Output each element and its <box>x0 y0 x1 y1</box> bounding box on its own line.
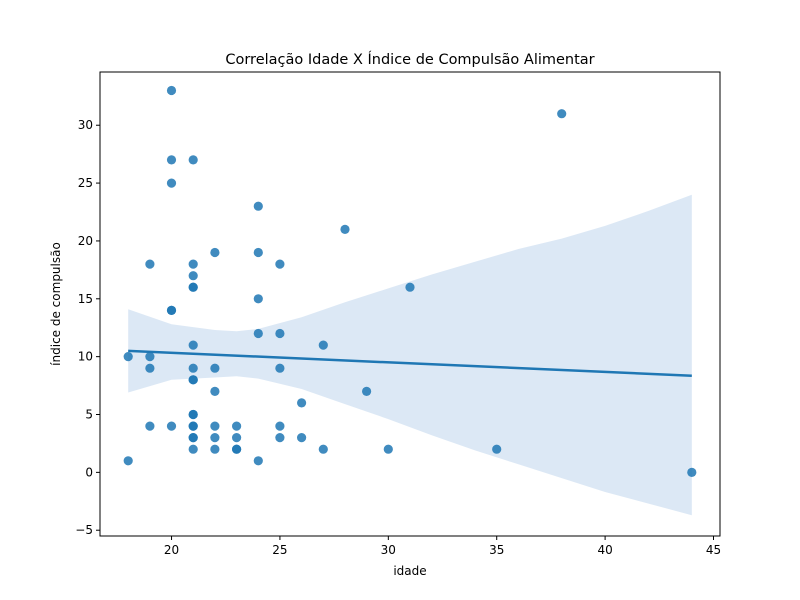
y-tick-label: 10 <box>78 350 93 364</box>
data-point <box>123 456 133 466</box>
y-tick-label: 15 <box>78 292 93 306</box>
y-tick-label: 5 <box>85 408 93 422</box>
data-point <box>253 294 263 304</box>
y-tick-label: 25 <box>78 176 93 190</box>
data-point <box>253 201 263 211</box>
data-point <box>166 305 177 315</box>
data-point <box>297 398 307 408</box>
regression-line <box>128 349 692 377</box>
data-point <box>188 444 198 454</box>
plot-frame <box>99 71 721 537</box>
data-point <box>275 421 285 431</box>
data-point <box>253 328 263 339</box>
x-tick-label: 40 <box>597 543 612 557</box>
data-point <box>188 282 198 292</box>
y-axis-label: índice de compulsão <box>49 242 63 366</box>
x-tick-label: 45 <box>706 543 721 557</box>
x-axis-label: idade <box>393 564 426 578</box>
data-point <box>318 444 328 454</box>
data-point <box>557 109 567 119</box>
data-point <box>492 444 502 454</box>
data-point <box>188 409 198 420</box>
data-point <box>210 433 220 443</box>
data-point <box>210 386 220 396</box>
data-point <box>275 363 285 373</box>
data-point <box>210 363 220 373</box>
y-axis-ticks: −5 0 5 10 15 20 25 30 <box>75 118 100 537</box>
data-point <box>166 421 177 431</box>
data-point <box>166 85 177 96</box>
confidence-band-layer <box>128 194 692 516</box>
data-point <box>232 444 242 454</box>
y-tick-label: 30 <box>78 118 93 132</box>
data-point <box>188 155 198 165</box>
y-tick-label: 20 <box>78 234 93 248</box>
data-point <box>188 340 198 350</box>
data-point <box>340 224 350 234</box>
data-point <box>232 421 242 431</box>
x-tick-label: 20 <box>164 543 179 557</box>
chart-title: Correlação Idade X Índice de Compulsão A… <box>225 51 594 68</box>
data-point <box>188 271 198 281</box>
data-point <box>188 363 198 373</box>
data-point <box>188 375 198 385</box>
data-point <box>166 178 177 188</box>
x-tick-label: 35 <box>489 543 504 557</box>
data-point <box>188 259 198 269</box>
data-point <box>232 433 242 443</box>
data-point <box>297 433 307 443</box>
data-point <box>383 444 393 454</box>
y-tick-label: 0 <box>85 465 93 479</box>
data-point <box>362 386 372 396</box>
data-point <box>166 155 177 165</box>
data-point <box>188 433 198 443</box>
data-point <box>210 444 220 454</box>
data-point <box>253 456 263 466</box>
data-point <box>145 363 155 373</box>
data-point <box>275 433 285 443</box>
data-point <box>210 421 220 431</box>
data-point <box>275 259 285 269</box>
data-point <box>253 247 263 258</box>
data-point <box>687 467 697 477</box>
data-point <box>188 421 198 431</box>
data-point <box>275 328 285 339</box>
data-point <box>145 421 155 431</box>
data-point <box>145 352 155 362</box>
confidence-band <box>128 194 692 516</box>
regression-line-layer <box>128 349 692 377</box>
x-axis-ticks: 20 25 30 35 40 45 <box>164 536 721 557</box>
data-point <box>318 340 328 350</box>
data-point <box>145 259 155 269</box>
y-tick-label: −5 <box>75 523 93 537</box>
data-point <box>405 282 415 292</box>
data-point <box>210 247 220 258</box>
x-tick-label: 25 <box>272 543 287 557</box>
data-points-layer <box>123 85 697 477</box>
data-point <box>123 352 133 362</box>
x-tick-label: 30 <box>381 543 396 557</box>
